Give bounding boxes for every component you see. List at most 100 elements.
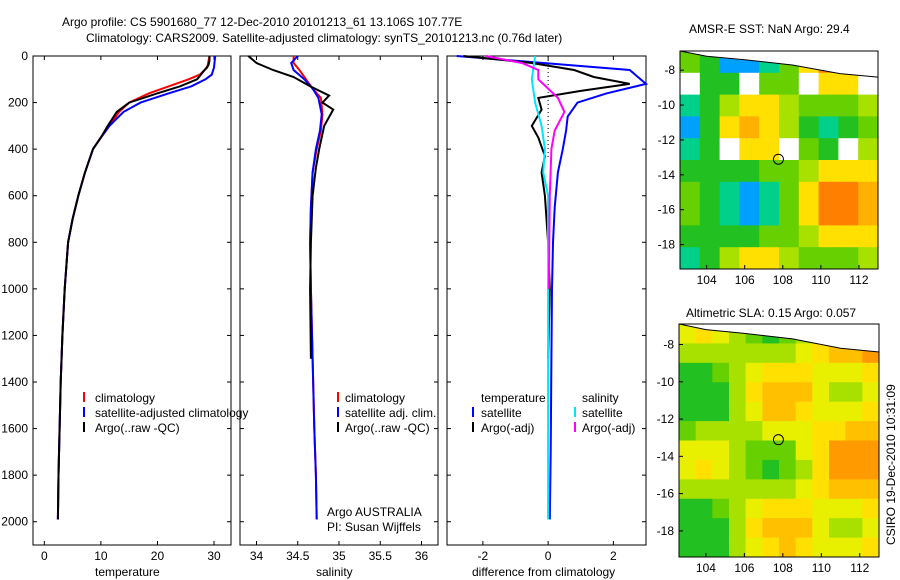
map-cell [829,498,847,519]
sal-xlabel: salinity [316,565,353,579]
salinity-panel: 34 34.5 35 35.5 36 [239,55,439,563]
sla-map-panel: 104 106 108 110 112 -8 -10 -12 -14 -16 -18 [657,323,880,575]
map-cell [679,440,697,461]
map-y-tick-label: -16 [657,487,675,501]
map-cell [858,138,878,161]
sst-map-panel: 104 106 108 110 112 -8 -10 -12 -14 -16 -18 [658,50,879,287]
x-tick-label: 10 [94,549,108,563]
map-cell [858,160,878,183]
map-cell [719,116,740,139]
map-cell [798,160,820,183]
series-line [530,55,550,520]
map-field [680,51,878,269]
map-cell [729,440,747,461]
map-cell [762,382,780,403]
map-cell [699,181,721,205]
map-cell [712,440,730,461]
map-cell [845,479,863,500]
map-cell [779,498,797,519]
x-tick-label: 2 [610,549,617,563]
map-cell [818,181,839,205]
temp-xlabel: temperature [95,565,160,579]
map-cell [680,116,701,139]
y-tick-label: 1600 [1,422,28,436]
header-line-2: Climatology: CARS2009. Satellite-adjuste… [86,31,562,45]
map-cell [729,382,747,403]
plot-frame [32,55,232,546]
map-cell [795,518,813,539]
map-cell [679,421,697,441]
diff-legend-sal-satellite: satellite [582,406,623,420]
x-tick-label: 0 [545,549,552,563]
y-tick-label: 1800 [1,468,28,482]
map-cell [795,401,813,422]
map-cell [739,160,760,183]
map-y-tick-label: -10 [657,375,675,389]
map-cell [680,94,701,117]
map-cell [798,116,820,139]
map-cell [699,94,721,117]
map-cell [729,362,747,383]
sst-map-title: AMSR-E SST: NaN Argo: 29.4 [689,22,850,36]
map-cell [829,440,847,461]
series-line [56,55,211,520]
map-cell [679,343,697,364]
map-cell [762,401,780,422]
map-cell [762,518,780,539]
map-cell [679,362,697,383]
map-cell [739,116,760,139]
map-x-tick-label: 110 [812,561,831,575]
diff-legend-salinity: salinity [582,391,619,405]
map-cell [812,343,830,364]
map-cell [729,518,747,539]
map-y-tick-label: -18 [658,238,676,252]
map-cell [739,72,760,96]
map-cell [739,94,760,117]
map-cell [812,440,830,461]
map-cell [798,72,820,96]
map-cell [699,160,721,183]
map-cell [729,537,747,557]
series-line [456,55,649,520]
map-cell [818,72,839,96]
map-cell [695,479,713,500]
map-cell [729,479,747,500]
temperature-panel: 0 10 20 30 0 200 400 600 800 1000 1200 1400 1600 1800… [1,49,232,563]
side-timestamp: CSIRO 19-Dec-2010 10:31:09 [884,384,898,545]
map-cell [679,324,697,344]
map-cell [812,518,830,539]
map-x-tick-label: 108 [773,561,793,575]
y-tick-label: 600 [8,189,28,203]
sal-legend-argo: Argo(..raw -QC) [345,421,430,435]
map-y-tick-label: -10 [658,98,676,112]
map-cell [695,537,713,557]
map-cell [679,401,697,422]
map-x-tick-label: 104 [697,273,717,287]
map-cell [858,116,878,139]
map-cell [812,537,830,557]
map-cell [779,382,797,403]
coastline [679,324,879,353]
map-y-tick-label: -12 [657,412,675,426]
x-tick-label: 34 [250,549,264,563]
map-cell [759,94,780,117]
map-cell [680,181,701,205]
map-cell [812,362,830,383]
y-tick-label: 1000 [1,282,28,296]
map-cell [712,343,730,364]
map-cell [829,401,847,422]
map-cell [818,247,839,269]
map-cell [812,421,830,441]
map-y-tick-label: -14 [657,449,675,463]
map-cell [779,203,800,226]
map-cell [745,421,763,441]
map-cell [739,138,760,161]
map-cell [845,362,863,383]
map-cell [862,479,879,500]
map-cell [779,94,800,117]
map-y-tick-label: -8 [663,338,674,352]
map-cell [712,401,730,422]
map-cell [795,421,813,441]
map-cell [729,421,747,441]
map-cell [762,343,780,364]
